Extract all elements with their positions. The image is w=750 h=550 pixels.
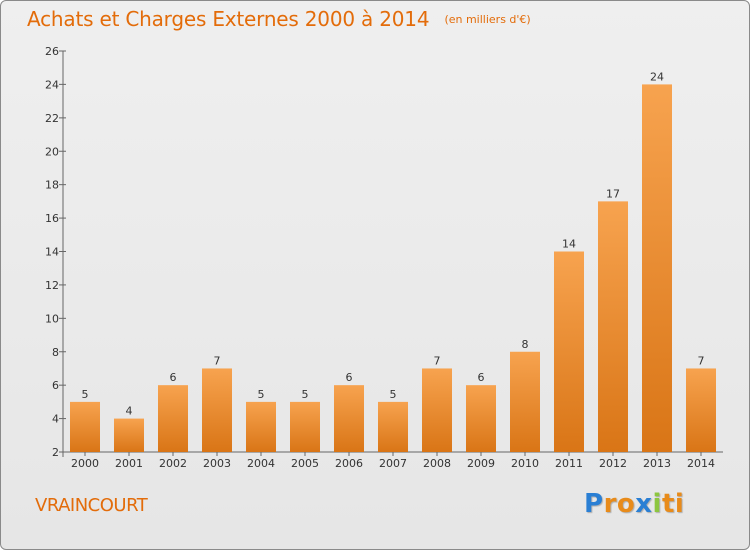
bar <box>510 351 540 452</box>
y-tick-label: 26 <box>45 45 59 58</box>
y-tick-label: 6 <box>52 379 59 392</box>
y-tick-label: 2 <box>52 446 59 459</box>
unit-label: (en milliers d'€) <box>444 13 531 26</box>
bar <box>70 401 100 452</box>
data-label: 8 <box>522 338 529 351</box>
x-tick-label: 2007 <box>379 457 407 470</box>
data-label: 4 <box>126 405 133 418</box>
logo-letter: r <box>603 489 617 519</box>
bar <box>686 368 716 452</box>
data-label: 24 <box>650 70 664 83</box>
logo-letter: i <box>652 489 662 519</box>
logo-letter: P <box>584 489 604 519</box>
data-label: 5 <box>390 388 397 401</box>
x-tick-label: 2003 <box>203 457 231 470</box>
x-tick-label: 2005 <box>291 457 319 470</box>
bar <box>378 401 408 452</box>
chart-title: Achats et Charges Externes 2000 à 2014 (… <box>27 7 531 31</box>
y-tick-label: 16 <box>45 212 59 225</box>
bar <box>466 385 496 452</box>
data-label: 5 <box>258 388 265 401</box>
data-label: 5 <box>82 388 89 401</box>
data-label: 6 <box>170 371 177 384</box>
title-text: Achats et Charges Externes 2000 à 2014 <box>27 7 430 31</box>
data-label: 17 <box>606 187 620 200</box>
bar <box>422 368 452 452</box>
x-tick-label: 2011 <box>555 457 583 470</box>
data-label: 7 <box>434 354 441 367</box>
data-label: 14 <box>562 238 576 251</box>
bar <box>598 201 628 452</box>
data-label: 6 <box>346 371 353 384</box>
data-label: 5 <box>302 388 309 401</box>
x-tick-label: 2013 <box>643 457 671 470</box>
bar <box>114 418 144 452</box>
logo-letter: o <box>616 489 636 519</box>
bar <box>246 401 276 452</box>
x-tick-label: 2009 <box>467 457 495 470</box>
data-label: 7 <box>698 354 705 367</box>
commune-name: VRAINCOURT <box>35 495 148 516</box>
y-tick-label: 4 <box>52 413 59 426</box>
logo-letter: x <box>635 489 653 519</box>
y-tick-label: 12 <box>45 279 59 292</box>
x-tick-label: 2010 <box>511 457 539 470</box>
bar <box>158 385 188 452</box>
data-label: 6 <box>478 371 485 384</box>
logo-letter: ti <box>661 489 685 519</box>
x-tick-label: 2001 <box>115 457 143 470</box>
y-tick-label: 20 <box>45 145 59 158</box>
y-tick-label: 8 <box>52 346 59 359</box>
data-label: 7 <box>214 354 221 367</box>
x-tick-label: 2002 <box>159 457 187 470</box>
x-tick-label: 2012 <box>599 457 627 470</box>
y-tick-label: 24 <box>45 78 59 91</box>
y-tick-label: 14 <box>45 246 59 259</box>
x-tick-label: 2004 <box>247 457 275 470</box>
bar <box>554 251 584 452</box>
y-tick-label: 10 <box>45 312 59 325</box>
bar <box>334 385 364 452</box>
x-tick-label: 2006 <box>335 457 363 470</box>
x-tick-label: 2008 <box>423 457 451 470</box>
proxiti-logo: Proxiti <box>584 489 684 519</box>
bar <box>642 84 672 453</box>
x-tick-label: 2014 <box>687 457 715 470</box>
y-tick-label: 18 <box>45 179 59 192</box>
x-tick-label: 2000 <box>71 457 99 470</box>
bar <box>202 368 232 452</box>
y-tick-label: 22 <box>45 112 59 125</box>
bar <box>290 401 320 452</box>
